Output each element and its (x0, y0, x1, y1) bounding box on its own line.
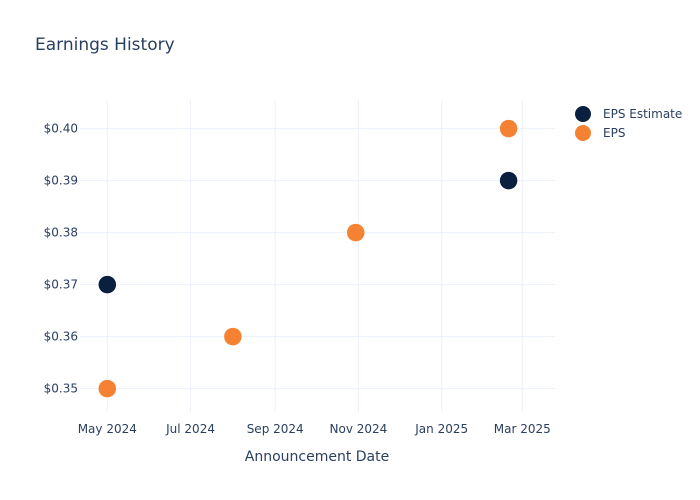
y-tick-label: $0.37 (44, 278, 78, 292)
data-markers (98, 119, 518, 398)
y-tick-label: $0.35 (44, 382, 78, 396)
y-tick-label: $0.36 (44, 330, 78, 344)
legend-label: EPS (603, 126, 625, 140)
data-point[interactable] (98, 275, 117, 294)
y-tick-labels: $0.35 $0.36 $0.37 $0.38 $0.39 $0.40 (44, 122, 78, 396)
legend-marker (575, 125, 591, 141)
data-point[interactable] (98, 379, 117, 398)
y-tick-label: $0.39 (44, 174, 78, 188)
legend-label: EPS Estimate (603, 107, 682, 121)
legend[interactable]: EPS Estimate EPS (575, 106, 682, 141)
data-point[interactable] (223, 327, 243, 346)
series-eps (98, 119, 518, 398)
data-point[interactable] (346, 223, 365, 242)
y-tick-label: $0.40 (44, 122, 78, 136)
x-axis-title: Announcement Date (245, 449, 389, 465)
legend-item-eps-estimate[interactable]: EPS Estimate (575, 106, 682, 122)
x-tick-label: Nov 2024 (330, 422, 388, 436)
x-tick-label: Mar 2025 (494, 422, 551, 436)
x-tick-label: Jan 2025 (414, 422, 468, 436)
x-tick-label: Jul 2024 (165, 422, 215, 436)
x-tick-labels: May 2024 Jul 2024 Sep 2024 Nov 2024 Jan 2025… (78, 422, 551, 436)
x-gridlines (106, 100, 523, 412)
data-point[interactable] (499, 119, 518, 138)
chart-title: Earnings History (35, 35, 175, 55)
series-eps-estimate (98, 171, 518, 346)
data-point[interactable] (499, 171, 518, 190)
x-tick-label: Sep 2024 (247, 422, 304, 436)
y-gridlines (80, 128, 555, 390)
y-tick-label: $0.38 (44, 226, 78, 240)
legend-item-eps[interactable]: EPS (575, 125, 625, 141)
x-tick-label: May 2024 (78, 422, 137, 436)
legend-marker (575, 106, 591, 122)
